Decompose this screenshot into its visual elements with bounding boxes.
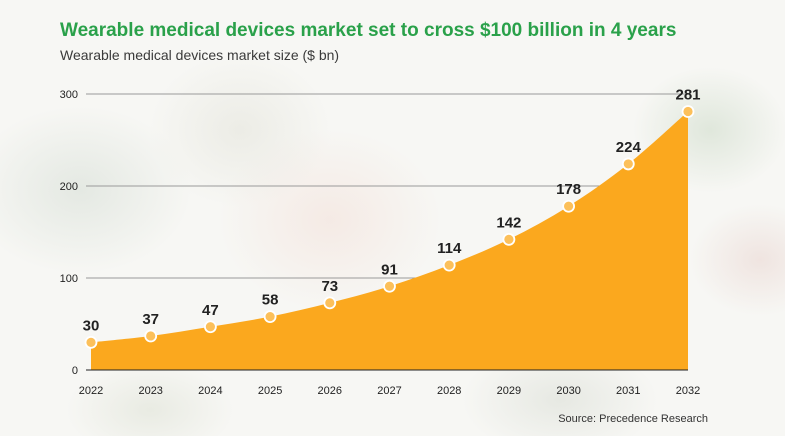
data-point <box>84 335 98 349</box>
y-tick-label: 0 <box>72 365 78 377</box>
x-tick-label: 2028 <box>437 385 461 397</box>
data-point <box>144 329 158 343</box>
data-point <box>263 310 277 324</box>
data-label: 224 <box>616 139 642 156</box>
data-point <box>203 320 217 334</box>
x-tick-label: 2030 <box>556 385 580 397</box>
data-label: 114 <box>437 240 462 257</box>
x-tick-label: 2026 <box>318 385 342 397</box>
area-series <box>91 111 688 370</box>
data-label: 281 <box>675 86 700 103</box>
data-point <box>681 105 695 118</box>
x-tick-label: 2031 <box>616 385 640 397</box>
data-label: 73 <box>321 278 338 295</box>
x-tick-label: 2022 <box>79 385 103 397</box>
y-tick-label: 200 <box>60 181 78 193</box>
source-note: Source: Precedence Research <box>558 413 708 425</box>
y-tick-label: 300 <box>60 89 78 101</box>
data-label: 142 <box>496 214 521 231</box>
data-point <box>442 258 456 272</box>
x-tick-label: 2024 <box>198 385 222 397</box>
data-label: 37 <box>142 311 159 328</box>
data-point <box>383 279 396 293</box>
data-label: 58 <box>262 292 279 309</box>
data-label: 178 <box>556 181 581 198</box>
y-tick-label: 100 <box>60 273 78 285</box>
x-tick-label: 2027 <box>377 385 401 397</box>
data-point <box>621 157 635 171</box>
data-label: 30 <box>83 317 100 334</box>
data-label: 91 <box>381 261 398 278</box>
data-point <box>323 296 337 310</box>
chart-subtitle: Wearable medical devices market size ($ … <box>60 47 340 63</box>
chart-title: Wearable medical devices market set to c… <box>60 20 677 41</box>
x-tick-label: 2029 <box>497 385 521 397</box>
data-point <box>502 232 516 246</box>
data-point <box>562 199 575 213</box>
x-tick-label: 2032 <box>676 385 700 397</box>
x-tick-label: 2025 <box>258 385 282 397</box>
data-label: 47 <box>202 302 219 319</box>
x-tick-label: 2023 <box>138 385 162 397</box>
